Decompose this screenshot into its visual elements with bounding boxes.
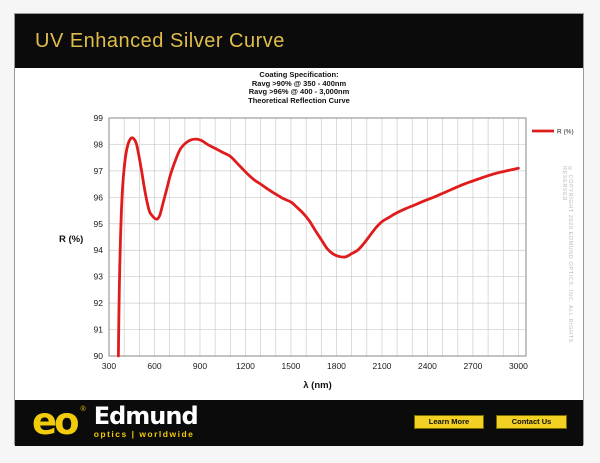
svg-text:90: 90 bbox=[94, 351, 104, 361]
svg-text:1200: 1200 bbox=[236, 361, 255, 371]
svg-text:2400: 2400 bbox=[418, 361, 437, 371]
chart-spec-title: Coating Specification: Ravg >90% @ 350 -… bbox=[15, 70, 583, 105]
svg-text:1800: 1800 bbox=[327, 361, 346, 371]
logo-tagline: optics | worldwide bbox=[93, 429, 195, 439]
svg-text:3000: 3000 bbox=[509, 361, 528, 371]
svg-text:2100: 2100 bbox=[372, 361, 391, 371]
svg-text:97: 97 bbox=[94, 166, 104, 176]
footer-bar: eo ® Edmund optics | worldwide Learn Mor… bbox=[15, 400, 583, 446]
svg-text:94: 94 bbox=[94, 245, 104, 255]
registered-mark: ® bbox=[80, 406, 86, 413]
learn-more-button[interactable]: Learn More bbox=[414, 415, 484, 429]
spec-line: Ravg >96% @ 400 - 3,000nm bbox=[248, 87, 350, 97]
chart-panel: Coating Specification: Ravg >90% @ 350 -… bbox=[15, 68, 583, 400]
contact-us-button[interactable]: Contact Us bbox=[496, 415, 567, 429]
svg-text:92: 92 bbox=[94, 298, 104, 308]
svg-text:93: 93 bbox=[94, 272, 104, 282]
logo-company-name: Edmund bbox=[93, 402, 199, 430]
svg-text:99: 99 bbox=[94, 113, 104, 123]
page: UV Enhanced Silver Curve Coating Specifi… bbox=[14, 13, 584, 446]
reflection-curve-chart: 90 91 92 93 94 95 96 97 98 99 300 600 900 1200 1500 180… bbox=[94, 113, 574, 371]
svg-text:900: 900 bbox=[193, 361, 207, 371]
copyright-text: © COPYRIGHT 2020 EDMUND OPTICS, INC. ALL… bbox=[561, 166, 573, 343]
page-title: UV Enhanced Silver Curve bbox=[35, 29, 285, 52]
svg-text:1500: 1500 bbox=[282, 361, 301, 371]
svg-text:R (%): R (%) bbox=[557, 129, 574, 136]
spec-line: Coating Specification: bbox=[259, 70, 339, 79]
spec-line: Theoretical Reflection Curve bbox=[248, 95, 350, 105]
svg-text:95: 95 bbox=[94, 219, 104, 229]
edmund-optics-logo-icon: eo ® Edmund optics | worldwide bbox=[32, 400, 199, 443]
header-bar: UV Enhanced Silver Curve bbox=[15, 14, 583, 68]
svg-text:98: 98 bbox=[94, 139, 104, 149]
x-axis-title: λ (nm) bbox=[303, 380, 332, 391]
svg-text:96: 96 bbox=[94, 192, 104, 202]
svg-text:600: 600 bbox=[147, 361, 161, 371]
eo-logo-icon: eo bbox=[32, 400, 79, 443]
y-axis-title: R (%) bbox=[59, 234, 84, 245]
spec-line: Ravg >90% @ 350 - 400nm bbox=[251, 78, 347, 88]
svg-text:91: 91 bbox=[94, 325, 104, 335]
logo-text: Edmund optics | worldwide bbox=[93, 402, 199, 439]
svg-text:2700: 2700 bbox=[463, 361, 482, 371]
svg-text:300: 300 bbox=[102, 361, 116, 371]
